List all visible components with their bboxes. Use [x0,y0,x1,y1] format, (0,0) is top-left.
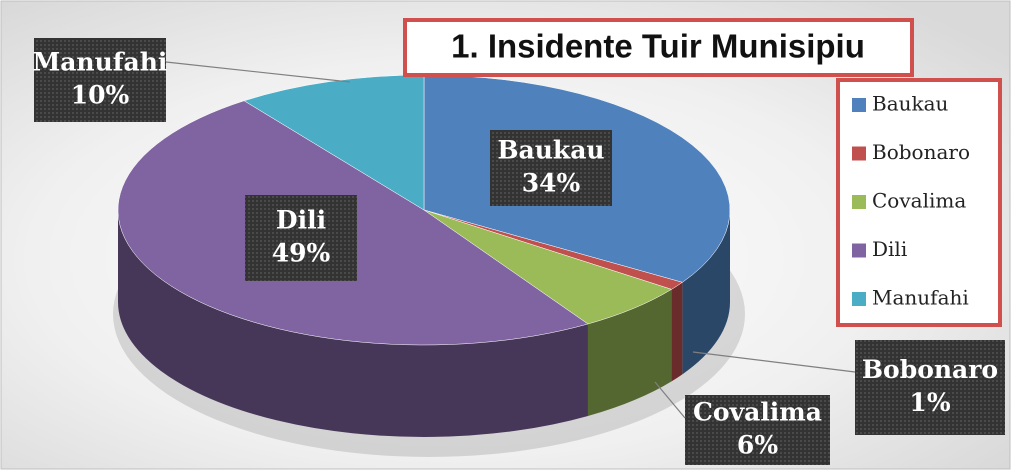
legend-swatch [852,243,866,258]
label-category: Dili [276,206,326,235]
label-box [34,38,166,122]
pie [113,74,745,457]
leader-line [165,61,351,83]
pie-side [117,210,588,438]
leader-line [692,351,856,373]
label-box [245,195,357,281]
legend-swatch [852,195,866,209]
leader-line [654,381,686,419]
label-category: Manufahi [33,48,168,77]
label-category: Covalima [693,398,822,427]
legend-swatch [852,292,866,306]
label-category: Baukau [497,136,604,165]
label-value: 1% [909,388,950,417]
data-labels: Baukau 34% Bobonaro 1% Covalima 6% Dili 49% Manu… [33,38,1005,465]
pie-side [682,210,730,375]
pie-side [671,282,683,382]
legend-label: Baukau [872,92,949,116]
label-value: 49% [272,239,331,268]
pie-side [587,289,672,416]
label-value: 34% [522,169,581,198]
legend-items: Baukau Bobonaro Covalima Dili Manufahi [852,92,970,310]
legend-swatch [852,146,866,161]
legend-label: Bobonaro [872,140,970,164]
label-value: 10% [71,81,130,110]
legend-label: Covalima [872,189,966,213]
label-category: Bobonaro [862,355,998,384]
label-box [685,395,830,465]
label-box [490,130,612,206]
legend-label: Manufahi [872,286,969,310]
label-box [855,340,1005,435]
legend-swatch [852,98,866,112]
chart-title: 1. Insidente Tuir Munisipiu [451,28,865,65]
title-box [403,18,914,77]
legend-label: Dili [872,237,907,261]
label-value: 6% [737,431,778,460]
